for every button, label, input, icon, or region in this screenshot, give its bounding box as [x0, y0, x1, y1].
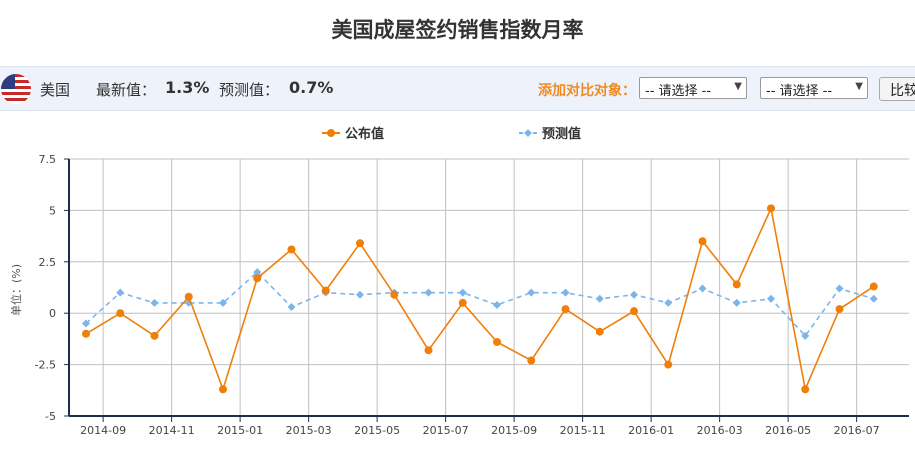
forecast-value: 0.7% [289, 78, 334, 97]
forecast-point[interactable] [561, 288, 570, 297]
legend-item-actual[interactable]: 公布值 [322, 126, 384, 142]
forecast-point[interactable] [664, 298, 673, 307]
chart-axes [68, 159, 909, 417]
actual-point[interactable] [732, 280, 741, 289]
x-tick-label: 2015-01 [217, 424, 263, 437]
actual-point[interactable] [184, 292, 193, 301]
page-title: 美国成屋签约销售指数月率 [331, 18, 584, 42]
actual-point[interactable] [595, 327, 604, 336]
compare-select-1-value: -- 请选择 -- [645, 84, 712, 99]
forecast-point[interactable] [527, 288, 536, 297]
compare-button[interactable]: 比较 [879, 77, 915, 101]
compare-select-1[interactable]: -- 请选择 -- ▼ [639, 77, 747, 99]
actual-point[interactable] [664, 360, 673, 369]
y-tick-label: -5 [45, 410, 56, 423]
forecast-point[interactable] [356, 290, 364, 299]
actual-point[interactable] [150, 331, 159, 340]
actual-point[interactable] [801, 385, 810, 394]
info-bar: 美国 最新值： 1.3% 预测值： 0.7% 添加对比对象： -- 请选择 --… [0, 66, 915, 111]
x-tick-label: 2016-01 [628, 424, 674, 437]
country-name: 美国 [40, 81, 71, 99]
forecast-point[interactable] [424, 288, 433, 297]
actual-point[interactable] [493, 337, 501, 346]
x-tick-label: 2015-05 [354, 424, 400, 437]
forecast-point[interactable] [801, 331, 810, 340]
y-axis-ticks: 7.5 5 2.5 0 -2.5 -5 [35, 153, 69, 423]
compare-select-2-value: -- 请选择 -- [766, 84, 833, 99]
forecast-point[interactable] [184, 298, 193, 307]
us-flag-icon [1, 74, 31, 104]
forecast-point[interactable] [458, 288, 467, 297]
actual-point[interactable] [561, 305, 570, 314]
series-actual-line [85, 205, 875, 393]
y-tick-label: -2.5 [35, 359, 56, 372]
x-tick-label: 2016-07 [834, 424, 880, 437]
forecast-point[interactable] [698, 284, 707, 293]
chevron-down-icon: ▼ [734, 81, 742, 92]
forecast-point[interactable] [732, 298, 741, 307]
actual-point[interactable] [527, 356, 536, 365]
latest-value-label: 最新值： [96, 81, 157, 99]
x-tick-label: 2014-11 [149, 424, 195, 437]
forecast-point[interactable] [150, 298, 159, 307]
forecast-point[interactable] [835, 284, 844, 293]
legend-label-actual: 公布值 [345, 126, 384, 142]
x-tick-label: 2015-09 [491, 424, 537, 437]
y-tick-label: 7.5 [39, 153, 57, 166]
forecast-point[interactable] [630, 290, 638, 299]
x-tick-label: 2015-11 [560, 424, 606, 437]
forecast-point[interactable] [219, 298, 227, 307]
actual-point[interactable] [767, 204, 775, 213]
actual-point[interactable] [287, 245, 296, 254]
x-tick-label: 2016-03 [697, 424, 743, 437]
actual-point[interactable] [698, 237, 707, 246]
chart-legend: 公布值 预测值 [322, 126, 581, 142]
actual-point[interactable] [82, 329, 90, 338]
forecast-point[interactable] [287, 303, 296, 312]
forecast-point[interactable] [595, 294, 604, 303]
forecast-point[interactable] [116, 288, 125, 297]
actual-point[interactable] [116, 309, 125, 318]
x-axis-ticks: 2014-09 2014-11 2015-01 2015-03 2015-05 2015-… [80, 416, 880, 437]
forecast-point[interactable] [869, 294, 878, 303]
forecast-point[interactable] [493, 300, 501, 309]
x-tick-label: 2016-05 [765, 424, 811, 437]
legend-label-forecast: 预测值 [542, 126, 581, 142]
actual-point[interactable] [356, 239, 364, 248]
chart-grid [69, 158, 909, 416]
compare-select-2[interactable]: -- 请选择 -- ▼ [760, 77, 868, 99]
forecast-point[interactable] [82, 319, 90, 328]
forecast-value-label: 预测值： [219, 81, 280, 99]
line-chart: 公布值 预测值 7.552.50-2.5-5 2014-09 2014-11 201… [9, 126, 909, 437]
x-tick-label: 2015-07 [423, 424, 469, 437]
forecast-point[interactable] [253, 268, 262, 277]
y-axis-label: 单位：(%) [9, 264, 23, 316]
series-forecast-line [85, 270, 874, 338]
y-tick-label: 5 [49, 204, 56, 217]
chevron-down-icon: ▼ [855, 81, 863, 92]
actual-point[interactable] [630, 307, 638, 316]
y-tick-label: 0 [49, 307, 56, 320]
series-actual [82, 204, 878, 394]
actual-point[interactable] [219, 385, 227, 394]
actual-point[interactable] [458, 298, 467, 307]
x-tick-label: 2014-09 [80, 424, 126, 437]
actual-point[interactable] [835, 305, 844, 314]
latest-value: 1.3% [165, 78, 210, 97]
actual-point[interactable] [321, 286, 330, 295]
x-tick-label: 2015-03 [286, 424, 332, 437]
y-tick-label: 2.5 [39, 256, 57, 269]
actual-point[interactable] [424, 346, 433, 355]
forecast-point[interactable] [767, 294, 775, 303]
actual-point[interactable] [869, 282, 878, 291]
compare-label: 添加对比对象： [538, 83, 636, 99]
actual-point[interactable] [390, 290, 399, 299]
series-forecast [82, 268, 878, 340]
actual-point[interactable] [253, 274, 262, 283]
legend-item-forecast[interactable]: 预测值 [519, 126, 581, 142]
